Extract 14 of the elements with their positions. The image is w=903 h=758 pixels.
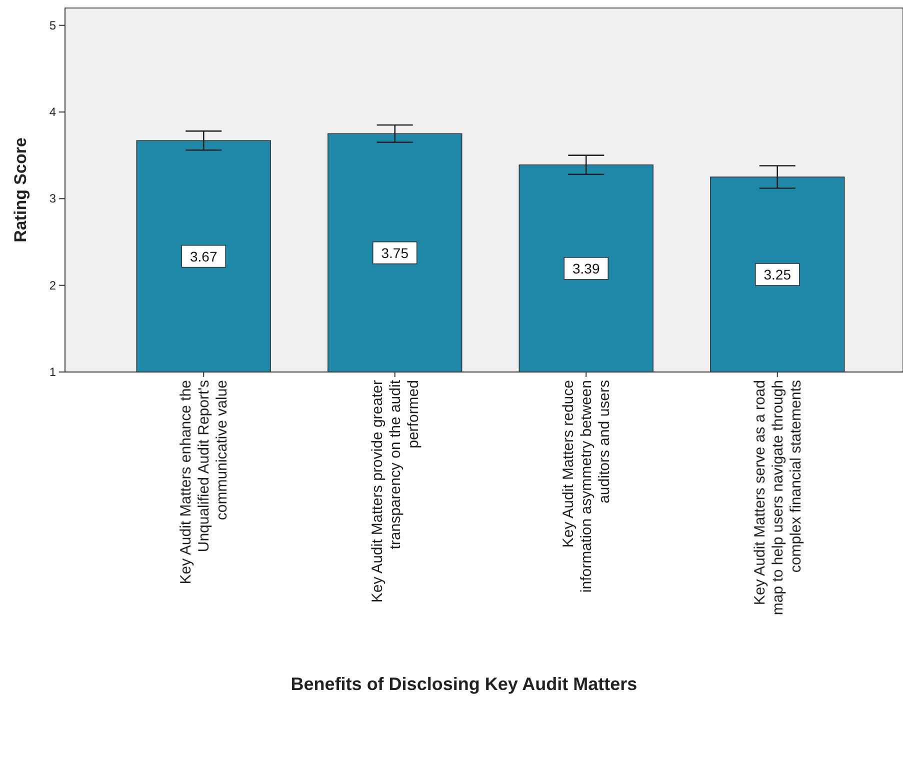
x-axis-title: Benefits of Disclosing Key Audit Matters [290, 674, 638, 694]
y-tick-label: 5 [49, 18, 56, 32]
data-label: 3.67 [190, 248, 218, 264]
y-tick-label: 4 [49, 105, 56, 119]
y-axis-title: Rating Score [11, 138, 30, 242]
y-tick-label: 2 [49, 278, 56, 292]
x-tick-label: Key Audit Matters enhance the Unqualified Audit Report's communicative value [178, 380, 231, 584]
y-tick-label: 1 [49, 365, 56, 379]
data-label: 3.25 [764, 266, 792, 282]
x-tick-label: Key Audit Matters provide greater transparency on the audit performed [368, 379, 422, 603]
data-label: 3.39 [572, 260, 600, 276]
y-tick-label: 3 [49, 192, 56, 206]
x-tick-label: Key Audit Matters reduce information asymmetry between auditors and users [560, 380, 614, 593]
data-label: 3.75 [381, 244, 409, 261]
